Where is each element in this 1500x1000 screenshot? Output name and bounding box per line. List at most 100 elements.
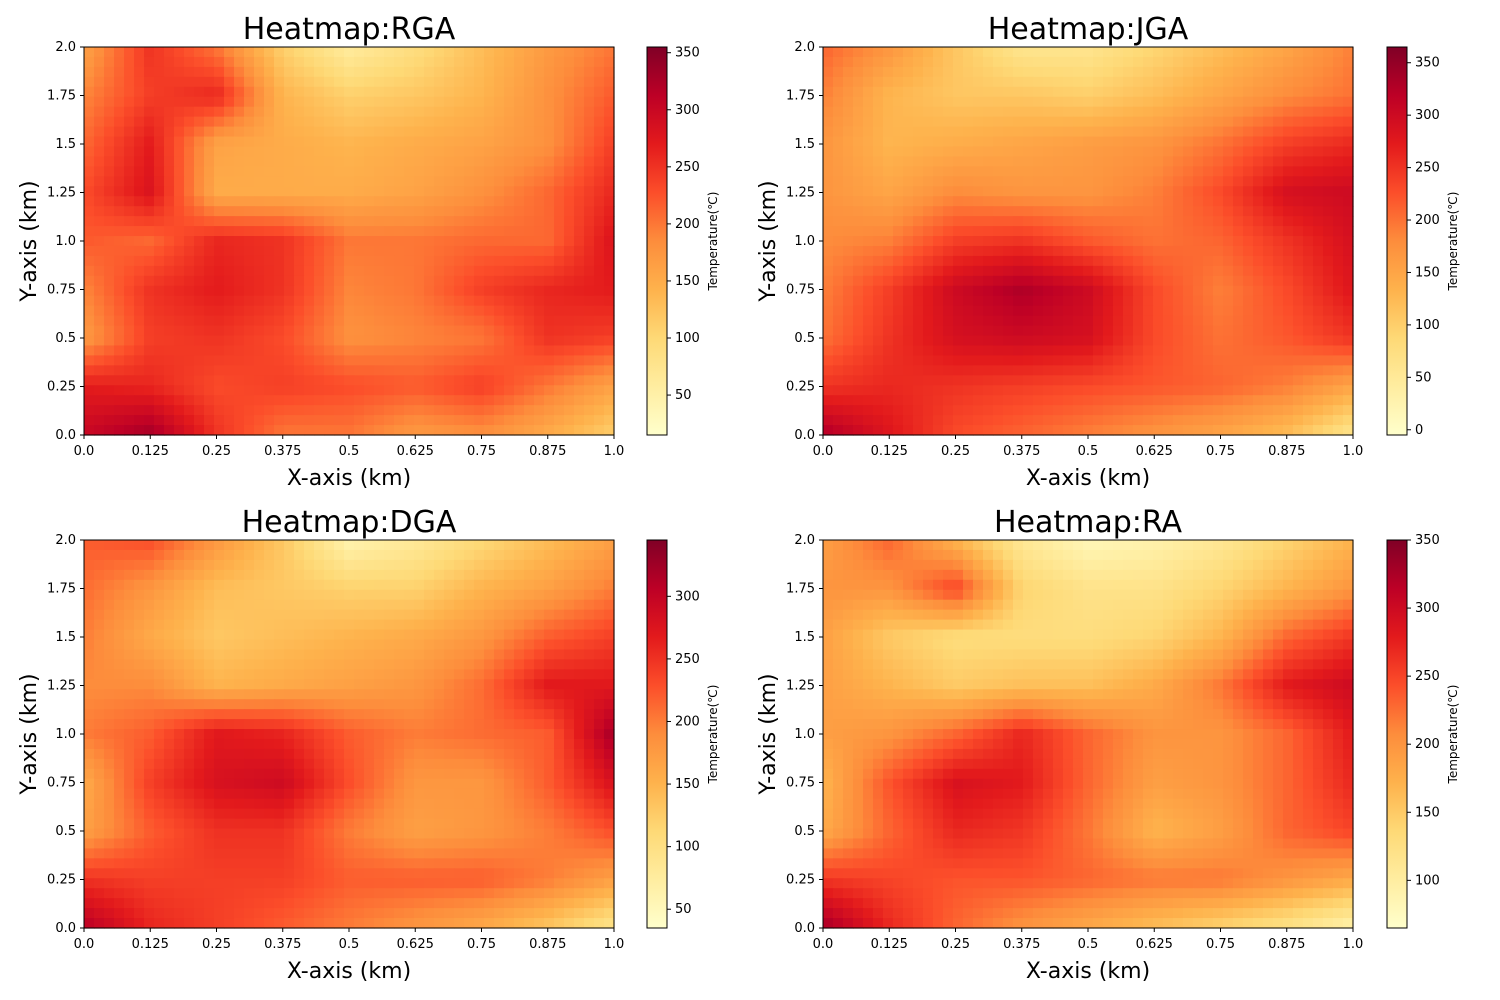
heatmap-cell — [164, 375, 175, 386]
heatmap-cell — [1093, 86, 1104, 98]
heatmap-cell — [174, 589, 185, 601]
heatmap-cell — [514, 255, 525, 267]
heatmap-cell — [584, 365, 595, 376]
heatmap-cell — [164, 186, 175, 197]
heatmap-cell — [414, 76, 425, 88]
heatmap-cell — [214, 56, 225, 68]
heatmap-cell — [1223, 415, 1234, 426]
heatmap-cell — [234, 315, 245, 327]
heatmap-cell — [963, 285, 974, 297]
heatmap-cell — [604, 206, 615, 217]
heatmap-cell — [434, 206, 445, 217]
heatmap-cell — [394, 425, 405, 436]
heatmap-cell — [114, 385, 125, 396]
heatmap-cell — [1053, 47, 1064, 58]
heatmap-cell — [843, 395, 854, 406]
heatmap-cell — [324, 206, 335, 217]
heatmap-cell — [1143, 265, 1154, 277]
heatmap-cell — [1213, 176, 1224, 187]
heatmap-cell — [224, 245, 235, 257]
heatmap-cell — [564, 47, 575, 58]
heatmap-cell — [973, 176, 984, 187]
heatmap-cell — [334, 186, 345, 197]
heatmap-cell — [194, 425, 205, 436]
heatmap-cell — [1233, 265, 1244, 277]
heatmap-cell — [254, 385, 265, 396]
heatmap-cell — [254, 540, 265, 551]
heatmap-cell — [963, 255, 974, 267]
heatmap-cell — [294, 96, 305, 108]
heatmap-cell — [294, 589, 305, 601]
heatmap-cell — [863, 116, 874, 128]
heatmap-cell — [334, 255, 345, 267]
heatmap-cell — [983, 236, 994, 247]
heatmap-cell — [94, 335, 105, 347]
heatmap-cell — [324, 226, 335, 237]
heatmap-cell — [1283, 86, 1294, 98]
heatmap-cell — [1203, 345, 1214, 357]
heatmap-cell — [1103, 156, 1114, 167]
heatmap-cell — [883, 395, 894, 406]
heatmap-cell — [464, 375, 475, 386]
heatmap-cell — [893, 206, 904, 217]
heatmap-cell — [1023, 265, 1034, 277]
heatmap-cell — [254, 395, 265, 406]
heatmap-cell — [224, 609, 235, 621]
heatmap-cell — [364, 559, 375, 571]
heatmap-cell — [584, 609, 595, 621]
heatmap-cell — [134, 589, 145, 601]
heatmap-cell — [444, 255, 455, 267]
heatmap-cell — [843, 345, 854, 357]
heatmap-cell — [1323, 66, 1334, 78]
heatmap-cell — [1123, 236, 1134, 247]
heatmap-cell — [324, 96, 335, 108]
heatmap-cell — [364, 275, 375, 287]
heatmap-cell — [384, 275, 395, 287]
heatmap-cell — [114, 609, 125, 621]
heatmap-cell — [1113, 285, 1124, 297]
heatmap-cell — [214, 216, 225, 227]
heatmap-cell — [1303, 86, 1314, 98]
heatmap-cell — [1103, 206, 1114, 217]
heatmap-cell — [1293, 106, 1304, 118]
heatmap-cell — [344, 415, 355, 426]
heatmap-cell — [1063, 275, 1074, 287]
heatmap-cell — [124, 589, 135, 601]
heatmap-cell — [254, 649, 265, 660]
heatmap-cell — [1293, 236, 1304, 247]
heatmap-cell — [174, 216, 185, 227]
heatmap-cell — [224, 226, 235, 237]
heatmap-cell — [564, 619, 575, 631]
heatmap-cell — [1213, 116, 1224, 128]
heatmap-cell — [1043, 415, 1054, 426]
heatmap-cell — [224, 385, 235, 396]
heatmap-cell — [104, 425, 115, 436]
heatmap-cell — [1113, 415, 1124, 426]
heatmap-cell — [424, 196, 435, 207]
heatmap-cell — [214, 579, 225, 591]
heatmap-cell — [1163, 146, 1174, 158]
heatmap-cell — [374, 156, 385, 167]
heatmap-cell — [214, 305, 225, 317]
heatmap-cell — [264, 76, 275, 88]
heatmap-cell — [234, 245, 245, 257]
heatmap-cell — [1263, 325, 1274, 337]
heatmap-cell — [1033, 236, 1044, 247]
heatmap-cell — [594, 156, 605, 167]
heatmap-cell — [404, 549, 415, 561]
heatmap-cell — [224, 425, 235, 436]
heatmap-cell — [184, 305, 195, 317]
heatmap-cell — [1143, 425, 1154, 436]
heatmap-cell — [514, 609, 525, 621]
heatmap-cell — [234, 609, 245, 621]
heatmap-cell — [1143, 355, 1154, 366]
heatmap-cell — [394, 335, 405, 347]
heatmap-cell — [144, 106, 155, 118]
heatmap-cell — [823, 325, 834, 337]
heatmap-cell — [1063, 66, 1074, 78]
heatmap-cell — [1013, 295, 1024, 307]
heatmap-cell — [174, 609, 185, 621]
heatmap-cell — [1183, 255, 1194, 267]
heatmap-cell — [1333, 325, 1344, 337]
heatmap-cell — [294, 385, 305, 396]
